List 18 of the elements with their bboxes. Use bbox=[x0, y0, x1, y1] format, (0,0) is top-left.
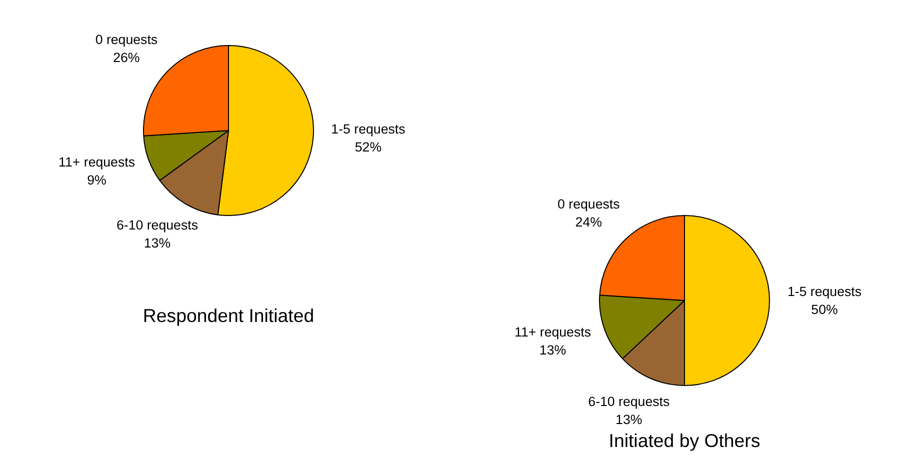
text: Respondent Initiated bbox=[142, 305, 314, 326]
data-label: 24% bbox=[575, 214, 602, 230]
text: Initiated by Others bbox=[608, 430, 760, 451]
slice-label: 11+ requests bbox=[514, 324, 592, 340]
slice-label: 0 requests bbox=[95, 32, 158, 47]
slice-label: 6-10 requests bbox=[116, 217, 198, 232]
data-label: 52% bbox=[354, 140, 382, 155]
data-label: 13% bbox=[144, 235, 171, 250]
slice-label: 6-10 requests bbox=[588, 394, 670, 410]
data-label: 50% bbox=[811, 302, 838, 317]
data-label: 26% bbox=[113, 50, 140, 65]
slice-label: 0 requests bbox=[558, 196, 620, 212]
slice-label: 1-5 requests bbox=[787, 284, 862, 299]
data-label: 13% bbox=[616, 412, 642, 428]
slice-label: 11+ requests bbox=[58, 154, 136, 170]
data-label: 9% bbox=[87, 172, 107, 188]
slice-label: 1-5 requests bbox=[331, 122, 406, 137]
data-label: 13% bbox=[539, 342, 566, 358]
